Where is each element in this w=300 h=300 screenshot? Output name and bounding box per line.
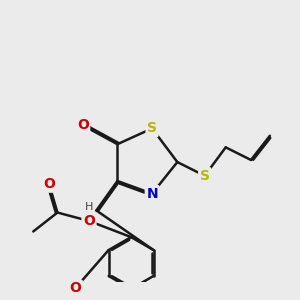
Text: O: O [43, 177, 55, 191]
Text: S: S [147, 122, 157, 135]
Text: H: H [85, 202, 93, 212]
Text: N: N [146, 187, 158, 201]
Text: O: O [69, 281, 81, 295]
Text: O: O [77, 118, 88, 132]
Text: O: O [83, 214, 95, 228]
Text: S: S [200, 169, 210, 183]
